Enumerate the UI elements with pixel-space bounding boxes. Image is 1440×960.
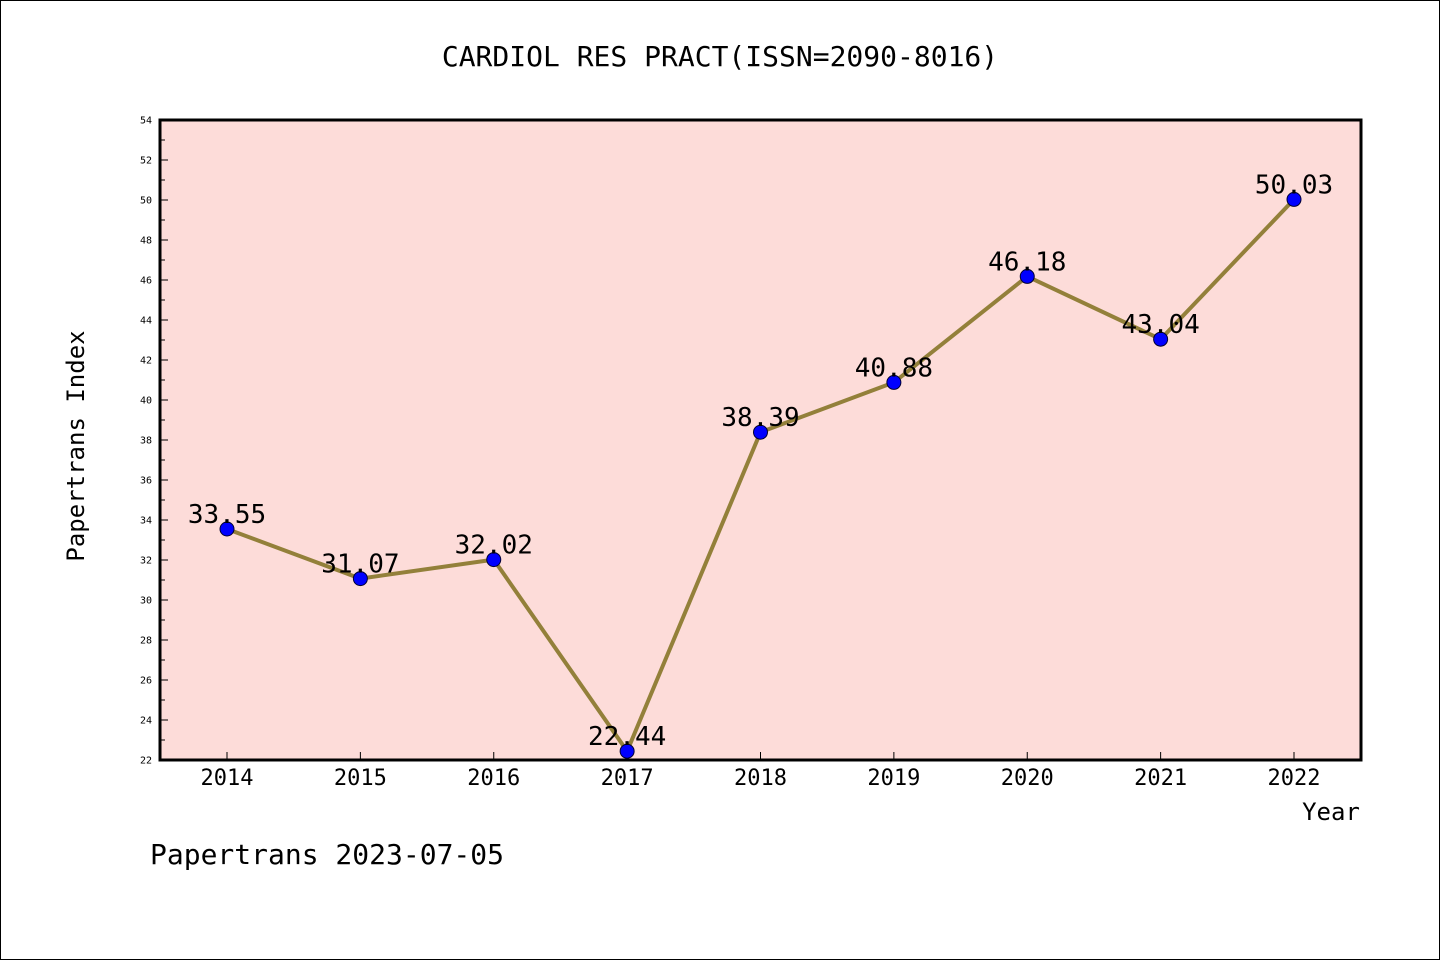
y-tick-label: 42 <box>140 356 152 367</box>
series <box>219 191 1302 759</box>
x-tick-label: 2022 <box>1268 766 1321 791</box>
chart-title: CARDIOL RES PRACT(ISSN=2090-8016) <box>442 40 998 73</box>
data-label: 46.18 <box>988 247 1066 277</box>
y-tick-label: 26 <box>140 676 152 687</box>
y-tick-label: 48 <box>140 236 152 247</box>
plot-area <box>158 118 1363 762</box>
data-point <box>1153 331 1169 347</box>
data-label: 40.88 <box>855 353 933 383</box>
x-tick-label: 2017 <box>601 766 654 791</box>
x-tick-label: 2014 <box>201 766 254 791</box>
x-axis-label: Year <box>1302 798 1360 826</box>
data-point <box>619 743 635 759</box>
x-tick-label: 2020 <box>1001 766 1054 791</box>
y-tick-label: 44 <box>140 316 152 327</box>
y-tick-label: 46 <box>140 276 152 287</box>
y-tick-label: 38 <box>140 436 152 447</box>
x-tick-label: 2016 <box>467 766 520 791</box>
data-point <box>753 424 768 440</box>
data-labels: 33.55 31.07 32.02 22.44 38.39 40.88 46.18 43.04… <box>188 170 1333 752</box>
data-label: 43.04 <box>1121 310 1199 340</box>
data-point <box>486 552 502 568</box>
footer-text: Papertrans 2023-07-05 <box>150 838 504 871</box>
data-point <box>352 571 368 587</box>
y-tick-label: 52 <box>140 156 152 167</box>
y-tick-label: 32 <box>140 556 152 567</box>
data-point <box>1019 268 1035 284</box>
data-label: 22.44 <box>588 722 666 752</box>
y-tick-label: 50 <box>140 196 152 207</box>
x-tick-label: 2015 <box>334 766 387 791</box>
y-tick-label: 36 <box>140 476 152 487</box>
x-tick-label: 2018 <box>734 766 787 791</box>
y-tick-label: 24 <box>140 716 152 727</box>
data-label: 50.03 <box>1255 170 1333 200</box>
x-tick-label: 2019 <box>867 766 920 791</box>
y-tick-label: 22 <box>140 756 152 767</box>
y-tick-label: 30 <box>140 596 152 607</box>
data-point <box>1286 191 1302 207</box>
y-tick-label: 40 <box>140 396 152 407</box>
data-label: 38.39 <box>721 403 799 433</box>
data-point <box>219 521 235 537</box>
data-label: 32.02 <box>455 531 533 561</box>
y-axis-label: Papertrans Index <box>62 330 90 561</box>
data-point <box>886 374 902 390</box>
x-tick-label: 2021 <box>1134 766 1187 791</box>
x-axis: 2014 2015 2016 2017 2018 2019 2020 2021 2022 <box>201 752 1321 791</box>
y-axis: 22 24 26 28 30 32 34 36 38 40 42 44 46 48 50 52 54 <box>140 116 168 767</box>
data-label: 33.55 <box>188 500 266 530</box>
data-label: 31.07 <box>321 550 399 580</box>
y-tick-label: 54 <box>140 116 152 127</box>
y-tick-label: 34 <box>140 516 152 527</box>
y-tick-label: 28 <box>140 636 152 647</box>
